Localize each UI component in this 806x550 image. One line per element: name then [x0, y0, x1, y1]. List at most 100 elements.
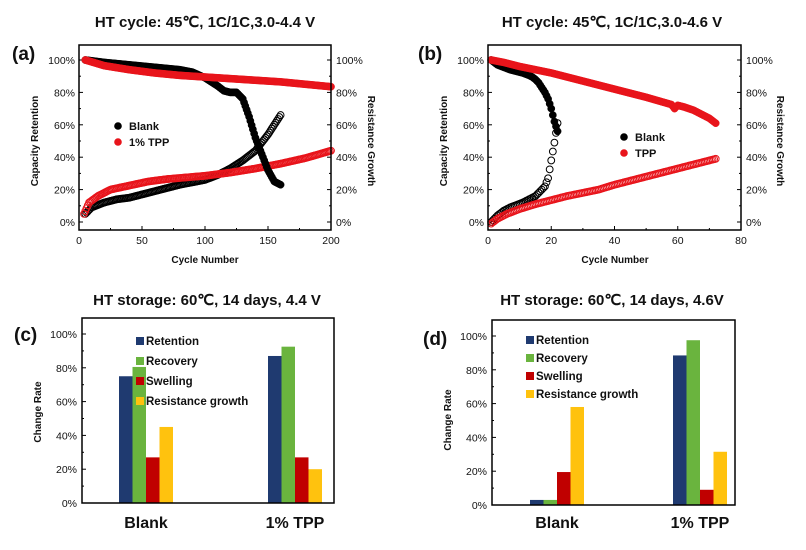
- data-point: [553, 127, 562, 136]
- panel-b-y2label: Resistance Growth: [774, 96, 785, 187]
- legend: Retention Recovery Swelling Resistance grow…: [526, 335, 638, 401]
- legend-swatch: [136, 377, 144, 385]
- y2-tick-label: 40%: [336, 152, 357, 164]
- y-tick-label: 100%: [460, 331, 487, 343]
- legend-label: Swelling: [536, 371, 583, 383]
- y-tick-label: 60%: [54, 120, 75, 132]
- data-point: [548, 147, 557, 156]
- category-label: 1% TPP: [266, 515, 325, 532]
- y-tick-label: 60%: [463, 120, 484, 132]
- panel-c-ylabel: Change Rate: [33, 381, 44, 443]
- legend-swatch: [526, 390, 534, 398]
- panel-b-label: (b): [418, 44, 442, 65]
- legend-label: Recovery: [146, 356, 198, 368]
- panel-d-label: (d): [423, 329, 447, 350]
- x-tick-label: 150: [259, 235, 277, 247]
- panel-c-label: (c): [14, 325, 37, 346]
- data-point: [550, 138, 559, 147]
- bar-1-tpp-resistance-growth: [713, 451, 727, 505]
- legend-label: Swelling: [146, 376, 193, 388]
- data-point: [269, 122, 277, 131]
- legend-label: Recovery: [536, 353, 588, 365]
- data-point: [272, 117, 281, 125]
- x-tick-label: 80: [735, 235, 747, 247]
- data-point: [711, 154, 720, 163]
- panel-a: HT cycle: 45℃, 1C/1C,3.0-4.4 V (a) Cycle…: [12, 14, 376, 266]
- panel-a-y2label: Resistance Growth: [365, 96, 376, 187]
- y2-tick-label: 40%: [746, 152, 767, 164]
- panel-a-plot: 0 50 100 150 200 0% 0% 20% 20% 40% 40% 60% 60% 80% 80%…: [48, 44, 363, 247]
- bar-blank-swelling: [146, 457, 160, 503]
- data-point: [270, 120, 279, 129]
- series-tpp-retention: [487, 56, 720, 128]
- legend-swatch: [136, 337, 144, 345]
- panel-b: HT cycle: 45℃, 1C/1C,3.0-4.6 V (b) Cycle…: [418, 14, 785, 266]
- y2-tick-label: 60%: [746, 120, 767, 132]
- legend-label: Resistance growth: [536, 389, 638, 401]
- data-point: [542, 178, 551, 187]
- x-tick-label: 60: [672, 235, 684, 247]
- legend-marker: [114, 122, 122, 130]
- data-point: [548, 111, 557, 119]
- series-1-tpp-retention: [81, 56, 335, 91]
- panel-c-title: HT storage: 60℃, 14 days, 4.4 V: [93, 292, 321, 309]
- data-point: [547, 156, 556, 165]
- plot-frame: [81, 317, 335, 504]
- data-point: [275, 113, 284, 121]
- y-tick-label: 80%: [54, 87, 75, 99]
- bar-1-tpp-swelling: [700, 489, 714, 505]
- series-tpp-resistance: [487, 154, 720, 228]
- legend-label: Blank: [129, 121, 160, 133]
- legend-label: TPP: [635, 148, 656, 160]
- y-tick-label: 0%: [472, 500, 487, 512]
- legend: Blank TPP: [620, 132, 666, 160]
- legend-swatch: [136, 357, 144, 365]
- bar-1-tpp-retention: [268, 355, 282, 503]
- bar-blank-resistance-growth: [159, 426, 173, 503]
- bar-1-tpp-resistance-growth: [308, 469, 322, 503]
- panel-b-xlabel: Cycle Number: [581, 255, 648, 266]
- panel-a-label: (a): [12, 44, 35, 65]
- data-point: [541, 182, 549, 191]
- legend-marker: [114, 138, 122, 146]
- data-point: [545, 165, 554, 174]
- y-tick-label: 60%: [56, 397, 77, 409]
- category-label: Blank: [535, 515, 579, 532]
- y2-tick-label: 0%: [336, 217, 351, 229]
- data-point: [544, 174, 552, 183]
- y-tick-label: 60%: [466, 399, 487, 411]
- y-tick-label: 0%: [62, 498, 77, 510]
- y2-tick-label: 0%: [746, 217, 761, 229]
- y-tick-label: 100%: [48, 55, 75, 67]
- y2-tick-label: 100%: [336, 55, 363, 67]
- data-point: [547, 104, 556, 113]
- bar-blank-swelling: [557, 472, 571, 505]
- data-point: [264, 130, 272, 139]
- data-point: [276, 180, 285, 189]
- data-point: [711, 119, 720, 128]
- y-tick-label: 40%: [54, 152, 75, 164]
- plot-frame: [78, 44, 332, 231]
- y-tick-label: 0%: [60, 217, 75, 229]
- data-point: [276, 111, 285, 119]
- plot-frame: [491, 319, 736, 506]
- x-tick-label: 200: [322, 235, 340, 247]
- series-1-tpp-resistance: [80, 146, 335, 218]
- bar-blank-recovery: [132, 366, 146, 503]
- panel-d-title: HT storage: 60℃, 14 days, 4.6V: [500, 292, 724, 309]
- y2-tick-label: 80%: [746, 87, 767, 99]
- bar-blank-recovery: [543, 499, 557, 505]
- bar-1-tpp-retention: [673, 355, 687, 505]
- data-point: [267, 124, 276, 133]
- y2-tick-label: 20%: [336, 185, 357, 197]
- legend-marker: [620, 133, 628, 141]
- y2-tick-label: 80%: [336, 87, 357, 99]
- data-point: [274, 115, 282, 123]
- panel-a-ylabel: Capacity Retention: [30, 96, 41, 187]
- data-point: [271, 118, 280, 127]
- y-tick-label: 20%: [463, 185, 484, 197]
- plot-frame: [487, 44, 742, 231]
- y-tick-label: 80%: [56, 363, 77, 375]
- legend-swatch: [526, 372, 534, 380]
